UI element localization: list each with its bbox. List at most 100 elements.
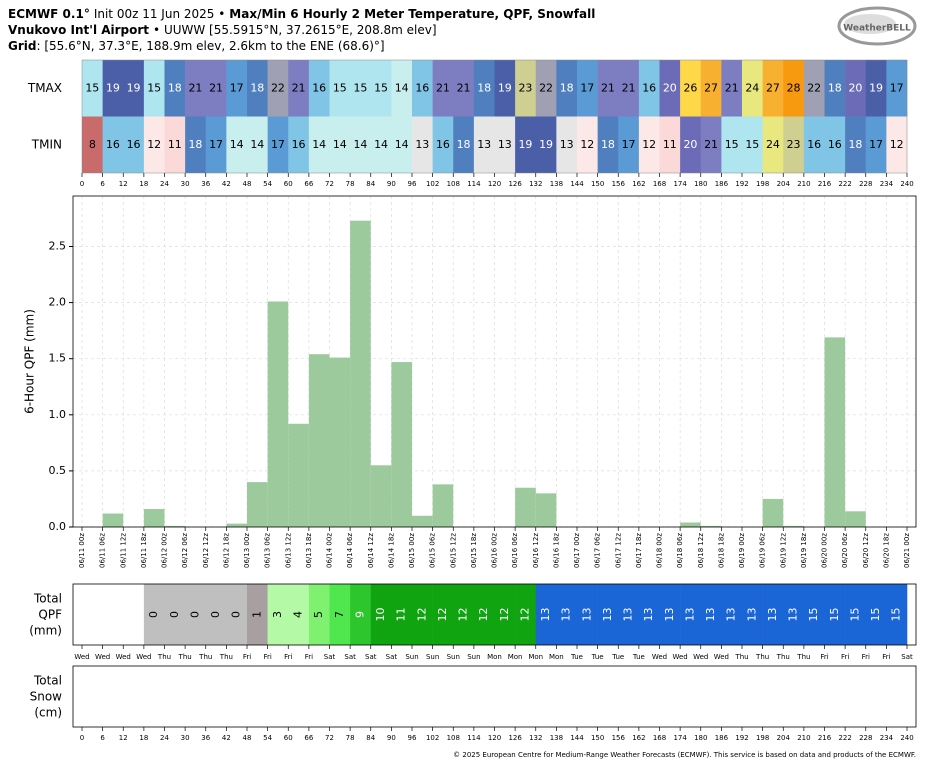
temp-value: 26 (683, 81, 697, 94)
tick-label: 156 (612, 734, 626, 742)
tick-label: 24 (160, 734, 169, 742)
qpf-value: 3 (271, 611, 284, 618)
temp-cell (164, 60, 186, 117)
tick-label: 0 (80, 734, 84, 742)
qpf-value: 9 (353, 611, 366, 618)
temp-cell (659, 116, 681, 173)
day-label: Sun (426, 653, 439, 661)
tick-label: 42 (222, 734, 231, 742)
temp-cell (721, 60, 743, 117)
temp-value: 15 (725, 138, 739, 151)
qpf-cell (143, 584, 165, 645)
temp-cell (824, 60, 846, 117)
tick-label: 78 (346, 734, 355, 742)
temp-value: 12 (890, 138, 904, 151)
grid-info: : [55.6°N, 37.3°E, 188.9m elev, 2.6km to… (36, 39, 384, 53)
qpf-cell (370, 584, 392, 645)
x-tick-label: 06/15 12z (449, 533, 457, 568)
snow-frame (72, 665, 917, 728)
qpf-cell (226, 584, 248, 645)
qpf-cell (473, 584, 495, 645)
station: Vnukovo Int'l Airport (8, 23, 149, 37)
qpf-cell (680, 584, 702, 645)
temp-cell (700, 60, 722, 117)
temp-value: 17 (622, 138, 636, 151)
day-label: Thu (178, 653, 192, 661)
day-label: Fri (841, 653, 849, 661)
tick-label: 54 (263, 180, 272, 188)
snow-label: Snow (30, 690, 63, 704)
temp-value: 14 (395, 138, 409, 151)
temp-cell (618, 116, 640, 173)
temp-value: 28 (787, 81, 801, 94)
temp-value: 16 (292, 138, 306, 151)
qpf-cell (329, 584, 351, 645)
x-tick-label: 06/18 06z (676, 533, 684, 568)
temp-cell (515, 60, 537, 117)
tick-label: 228 (859, 734, 872, 742)
day-label: Sat (386, 653, 398, 661)
temp-cell (267, 116, 289, 173)
day-label: Mon (508, 653, 523, 661)
grid-line-text: Grid: [55.6°N, 37.3°E, 188.9m elev, 2.6k… (8, 39, 385, 53)
day-label: Fri (862, 653, 870, 661)
day-label: Fri (882, 653, 890, 661)
temp-cell (82, 60, 103, 117)
day-label: Mon (528, 653, 543, 661)
temp-cell (308, 116, 330, 173)
bar (370, 465, 392, 527)
bar (143, 509, 165, 527)
bar (824, 337, 846, 527)
qpf-cell (350, 584, 372, 645)
tick-label: 168 (653, 180, 666, 188)
x-tick-label: 06/20 00z (821, 533, 829, 568)
tick-label: 30 (181, 734, 190, 742)
temp-value: 17 (580, 81, 594, 94)
tick-label: 138 (550, 734, 563, 742)
bar (164, 525, 186, 527)
temp-cell (473, 116, 495, 173)
temp-value: 18 (477, 81, 491, 94)
bar (515, 487, 536, 527)
model: ECMWF 0.1° (8, 7, 90, 21)
temp-value: 18 (457, 138, 471, 151)
temp-cell (164, 116, 186, 173)
temp-cell (391, 60, 413, 117)
tick-label: 222 (838, 734, 851, 742)
temp-cell (742, 116, 763, 173)
temp-cell (886, 60, 908, 117)
x-tick-label: 06/19 06z (759, 533, 767, 568)
tick-label: 84 (366, 180, 375, 188)
tick-label: 12 (119, 180, 128, 188)
tick-label: 156 (612, 180, 626, 188)
x-tick-label: 06/12 00z (161, 533, 169, 568)
temp-cell (803, 60, 825, 117)
day-label: Fri (820, 653, 828, 661)
qpf-value: 10 (374, 608, 387, 622)
temp-value: 21 (704, 138, 718, 151)
temp-value: 13 (477, 138, 491, 151)
temp-cell (453, 116, 475, 173)
temp-cell (205, 116, 227, 173)
qpf-value: 13 (601, 608, 614, 622)
tick-label: 126 (508, 180, 522, 188)
temp-cell (577, 116, 598, 173)
temp-cell (680, 116, 702, 173)
x-tick-label: 06/15 00z (408, 533, 416, 568)
tick-label: 180 (694, 734, 707, 742)
tick-label: 198 (756, 180, 769, 188)
x-tick-label: 06/16 06z (511, 533, 519, 568)
temp-value: 15 (147, 81, 161, 94)
day-label: Wed (652, 653, 667, 661)
day-label: Wed (693, 653, 708, 661)
tick-label: 186 (715, 734, 729, 742)
temp-value: 16 (312, 81, 326, 94)
x-tick-label: 06/17 12z (614, 533, 622, 568)
temp-value: 11 (168, 138, 182, 151)
qpf-cell (762, 584, 784, 645)
temp-value: 19 (106, 81, 120, 94)
qpf-value: 0 (168, 611, 181, 618)
day-label: Wed (95, 653, 110, 661)
qpf-cell (515, 584, 537, 645)
qpf-cell (742, 584, 763, 645)
